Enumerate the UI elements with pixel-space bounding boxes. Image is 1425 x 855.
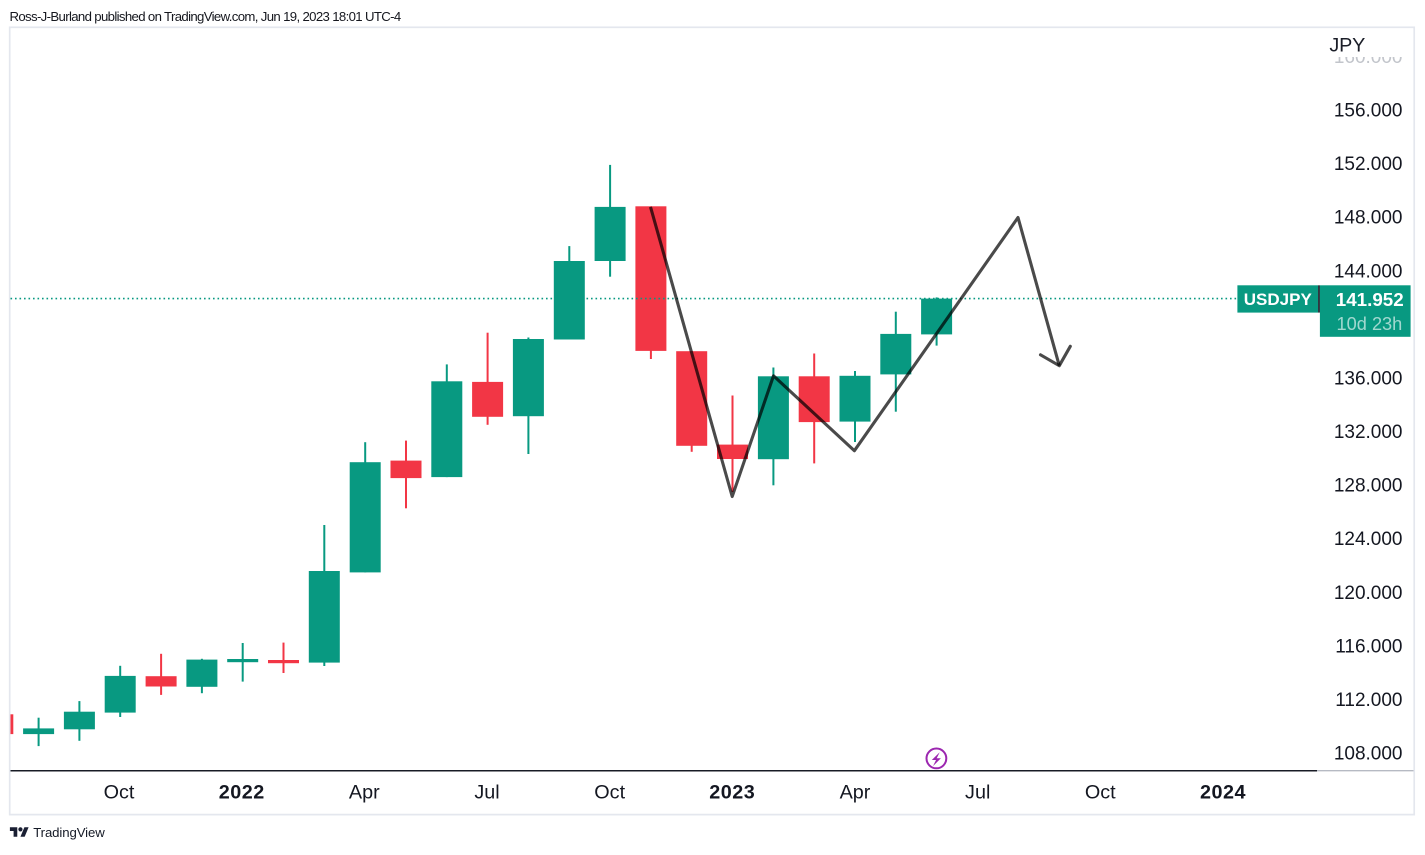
svg-text:JPY: JPY	[1329, 35, 1365, 57]
svg-text:Ross-J-Burland published on Tr: Ross-J-Burland published on TradingView.…	[10, 9, 401, 24]
svg-text:144.000: 144.000	[1334, 261, 1403, 282]
svg-text:2022: 2022	[219, 781, 265, 803]
svg-text:2023: 2023	[709, 781, 755, 803]
svg-text:136.000: 136.000	[1334, 368, 1403, 389]
svg-text:108.000: 108.000	[1334, 744, 1403, 765]
svg-text:112.000: 112.000	[1335, 690, 1402, 711]
svg-text:10d 23h: 10d 23h	[1337, 314, 1403, 334]
svg-text:132.000: 132.000	[1334, 422, 1403, 443]
svg-text:156.000: 156.000	[1334, 101, 1403, 122]
svg-text:Apr: Apr	[840, 781, 871, 803]
svg-text:141.952: 141.952	[1336, 289, 1404, 310]
svg-text:Oct: Oct	[1085, 781, 1116, 803]
svg-text:Jul: Jul	[965, 781, 990, 803]
svg-text:Jul: Jul	[474, 781, 499, 803]
svg-text:152.000: 152.000	[1334, 154, 1403, 175]
svg-text:128.000: 128.000	[1334, 476, 1403, 497]
svg-text:Apr: Apr	[349, 781, 380, 803]
svg-text:124.000: 124.000	[1334, 529, 1403, 550]
svg-text:Oct: Oct	[104, 781, 135, 803]
svg-text:148.000: 148.000	[1334, 208, 1403, 229]
svg-text:TradingView: TradingView	[33, 825, 105, 840]
svg-text:2024: 2024	[1200, 781, 1246, 803]
svg-text:USDJPY: USDJPY	[1244, 290, 1313, 309]
svg-text:120.000: 120.000	[1334, 583, 1403, 604]
svg-text:Oct: Oct	[594, 781, 625, 803]
svg-text:116.000: 116.000	[1335, 636, 1402, 657]
